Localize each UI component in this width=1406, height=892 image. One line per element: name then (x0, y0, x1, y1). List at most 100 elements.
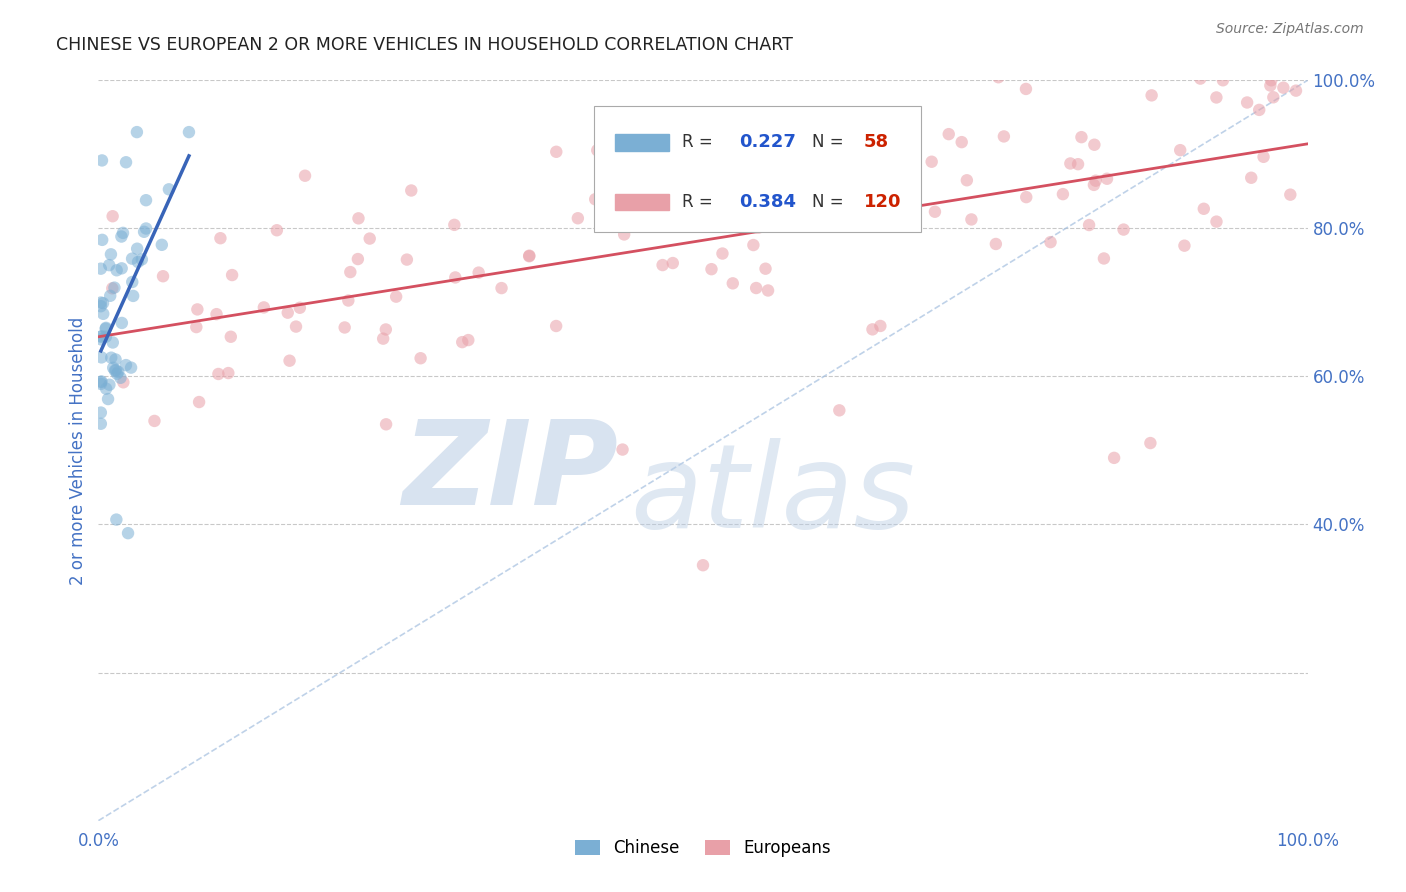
Point (1236, 95, 1258, 110)
Point (105, 367, 128, 381)
Point (112, 376, 135, 390)
Point (859, 167, 882, 181)
Point (1168, 143, 1191, 157)
Point (546, 318, 568, 333)
Point (1067, 157, 1090, 171)
Point (938, 127, 960, 141)
Point (131, 252, 153, 267)
Point (125, 125, 148, 139)
Point (101, 281, 124, 295)
Point (747, 220, 769, 235)
Point (724, 186, 747, 200)
Point (984, 237, 1007, 252)
Point (1078, 218, 1101, 232)
Point (987, 70, 1010, 85)
Point (121, 252, 143, 266)
Point (443, 218, 465, 232)
Point (127, 242, 149, 256)
Point (721, 188, 744, 202)
Point (104, 352, 127, 367)
Point (1260, 78, 1282, 93)
Point (100, 351, 122, 365)
Point (1083, 137, 1105, 152)
Point (111, 261, 134, 276)
Point (1092, 252, 1115, 266)
Point (90, 375, 112, 389)
Point (960, 212, 983, 227)
Point (1212, 73, 1234, 87)
Point (1139, 436, 1161, 450)
Point (110, 371, 132, 385)
Point (865, 120, 887, 135)
Point (111, 226, 134, 240)
Point (209, 231, 232, 245)
Point (546, 145, 568, 159)
Text: N =: N = (811, 134, 844, 152)
Point (90, 351, 112, 365)
Point (1192, 202, 1215, 216)
Point (956, 173, 979, 187)
Text: N =: N = (811, 193, 844, 211)
Point (135, 193, 157, 207)
Point (205, 307, 228, 321)
Point (94, 329, 117, 343)
Point (1173, 238, 1195, 252)
Point (121, 275, 143, 289)
Point (1102, 450, 1125, 465)
Point (152, 269, 174, 284)
Point (1070, 130, 1092, 145)
Point (98, 289, 121, 303)
Point (90, 329, 112, 343)
Point (751, 194, 773, 208)
Text: 58: 58 (863, 134, 889, 152)
Point (1205, 90, 1227, 104)
Point (491, 281, 513, 295)
Point (294, 169, 316, 183)
Point (94, 382, 117, 396)
Point (1285, 84, 1308, 98)
Point (1218, 66, 1240, 80)
Point (1240, 170, 1263, 185)
Point (869, 318, 891, 333)
Point (115, 155, 138, 169)
Point (278, 353, 301, 368)
Y-axis label: 2 or more Vehicles in Household: 2 or more Vehicles in Household (69, 317, 87, 584)
Point (950, 135, 973, 149)
Point (288, 301, 311, 315)
Point (1084, 174, 1107, 188)
Text: R =: R = (682, 193, 713, 211)
Text: R =: R = (682, 134, 713, 152)
Point (120, 360, 142, 375)
Point (921, 154, 943, 169)
Point (339, 265, 361, 279)
Legend: Chinese, Europeans: Chinese, Europeans (568, 833, 838, 864)
Point (117, 526, 139, 541)
Point (135, 221, 157, 235)
Point (924, 204, 946, 219)
Point (395, 252, 418, 267)
Point (90, 417, 112, 431)
Text: ZIP: ZIP (402, 415, 619, 530)
Point (115, 358, 138, 372)
Point (285, 319, 308, 334)
Point (103, 280, 125, 294)
Point (457, 333, 479, 347)
Point (685, 170, 707, 185)
Point (105, 263, 128, 277)
Point (1272, 80, 1295, 95)
Point (374, 322, 396, 336)
Point (451, 335, 474, 350)
Point (90, 406, 112, 420)
Point (1015, 82, 1038, 96)
Text: atlas: atlas (630, 438, 915, 552)
Point (745, 281, 768, 295)
FancyBboxPatch shape (595, 106, 921, 232)
Point (409, 351, 432, 366)
Point (1039, 235, 1062, 249)
Point (830, 216, 852, 230)
Point (711, 246, 734, 260)
Point (219, 330, 242, 344)
Point (90, 261, 112, 276)
Point (266, 223, 288, 237)
Point (94, 322, 117, 336)
